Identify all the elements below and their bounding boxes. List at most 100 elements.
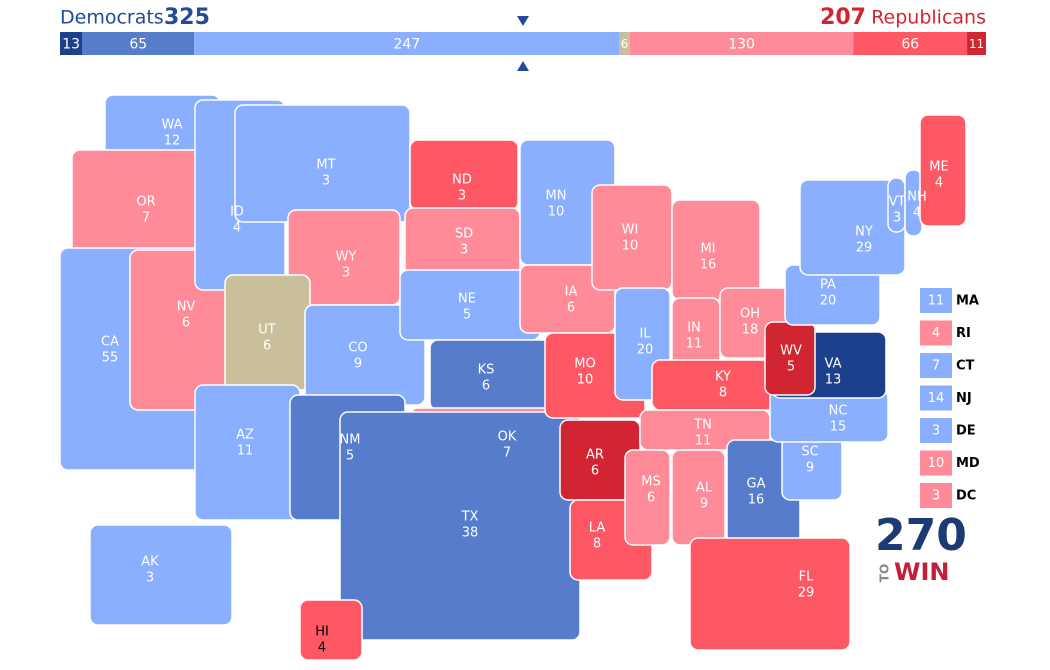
state-votes: 5: [346, 449, 354, 464]
state-votes: 13: [825, 373, 842, 388]
state-votes: 3: [342, 266, 350, 281]
small-state-votes: 14: [928, 391, 945, 406]
state-votes: 4: [318, 641, 326, 656]
state-abbr: KS: [478, 363, 495, 378]
state-abbr: NH: [907, 190, 927, 205]
small-state-abbr: MA: [956, 294, 979, 309]
state-votes: 11: [695, 434, 712, 449]
rep-total: 207: [820, 5, 866, 30]
majority-marker: [517, 61, 529, 71]
state-votes: 5: [463, 308, 471, 323]
small-state-box: [920, 353, 952, 378]
state-abbr: NY: [855, 225, 873, 240]
state-abbr: OR: [136, 195, 155, 210]
state: [671, 449, 726, 546]
state-votes: 11: [686, 337, 703, 352]
state-abbr: TX: [461, 510, 479, 525]
state-abbr: OH: [740, 307, 760, 322]
bar-label: 13: [62, 37, 80, 53]
state-votes: 38: [462, 526, 479, 541]
state-abbr: AK: [141, 555, 159, 570]
state-votes: 9: [354, 357, 362, 372]
state-abbr: AZ: [236, 428, 254, 443]
state-votes: 9: [806, 461, 814, 476]
state-votes: 29: [856, 241, 873, 256]
state-abbr: IN: [687, 321, 701, 336]
state: [89, 524, 233, 626]
small-state-box: [920, 320, 952, 346]
state-votes: 3: [460, 243, 468, 258]
state-abbr: AL: [696, 481, 713, 496]
dem-label: Democrats: [60, 7, 164, 29]
state-votes: 6: [263, 339, 271, 354]
state-abbr: ND: [452, 173, 472, 188]
state: [671, 199, 761, 301]
state-votes: 16: [748, 493, 765, 508]
state-votes: 20: [820, 294, 837, 309]
state: [624, 449, 671, 546]
state-abbr: WI: [622, 223, 639, 238]
state-votes: 15: [830, 420, 847, 435]
state: [651, 359, 783, 411]
state-votes: 10: [577, 373, 594, 388]
small-state-abbr: RI: [956, 326, 971, 341]
state-abbr: NV: [177, 300, 196, 315]
state: [764, 321, 816, 396]
state-abbr: GA: [747, 477, 766, 492]
state-abbr: PA: [820, 278, 836, 293]
state-votes: 6: [567, 301, 575, 316]
small-state-abbr: DE: [956, 424, 976, 439]
state-votes: 4: [913, 206, 921, 221]
state-votes: 3: [322, 174, 330, 189]
small-state-votes: 3: [932, 424, 940, 439]
bar-segment: [619, 32, 630, 55]
bar-segment: [82, 32, 195, 55]
state-abbr: MI: [700, 242, 715, 257]
state-votes: 8: [593, 537, 601, 552]
state-abbr: NC: [829, 404, 848, 419]
state-votes: 6: [647, 491, 655, 506]
state-abbr: CA: [101, 335, 119, 350]
small-state-box: [920, 450, 952, 476]
state-abbr: MN: [546, 189, 567, 204]
state-votes: 10: [622, 239, 639, 254]
state-abbr: KY: [715, 370, 731, 385]
small-state-votes: 3: [932, 489, 940, 504]
state-abbr: UT: [258, 323, 276, 338]
state-abbr: NE: [458, 292, 476, 307]
state-votes: 6: [482, 379, 490, 394]
state-votes: 20: [637, 343, 654, 358]
state-abbr: VA: [825, 357, 842, 372]
state-votes: 3: [146, 571, 154, 586]
state-abbr: SC: [801, 445, 818, 460]
state-abbr: OK: [498, 430, 517, 445]
state-abbr: WV: [780, 344, 802, 359]
state-votes: 4: [233, 221, 241, 236]
state-abbr: CO: [348, 341, 367, 356]
state-abbr: WA: [161, 118, 182, 133]
state-votes: 9: [700, 497, 708, 512]
logo-to: TO: [878, 564, 892, 582]
state-votes: 16: [700, 258, 717, 273]
state-votes: 18: [742, 323, 759, 338]
bar-label: 11: [969, 37, 984, 51]
rep-label: Republicans: [871, 7, 986, 29]
logo: 270 TO WIN: [875, 510, 967, 586]
state-abbr: MT: [316, 158, 335, 173]
state-votes: 10: [548, 205, 565, 220]
small-state-votes: 4: [932, 326, 940, 341]
bar-segment: [967, 32, 986, 55]
logo-win: WIN: [894, 558, 950, 586]
state-abbr: WY: [336, 250, 357, 265]
logo-number: 270: [875, 510, 967, 561]
small-state-box: [920, 418, 952, 443]
state-abbr: HI: [315, 625, 329, 640]
small-state-box: [920, 288, 952, 313]
state-votes: 5: [787, 360, 795, 375]
state-votes: 7: [142, 211, 150, 226]
state-abbr: LA: [589, 521, 606, 536]
state-votes: 55: [102, 351, 119, 366]
state-votes: 12: [164, 134, 181, 149]
small-state-abbr: MD: [956, 456, 980, 471]
bar-label: 247: [393, 37, 420, 53]
